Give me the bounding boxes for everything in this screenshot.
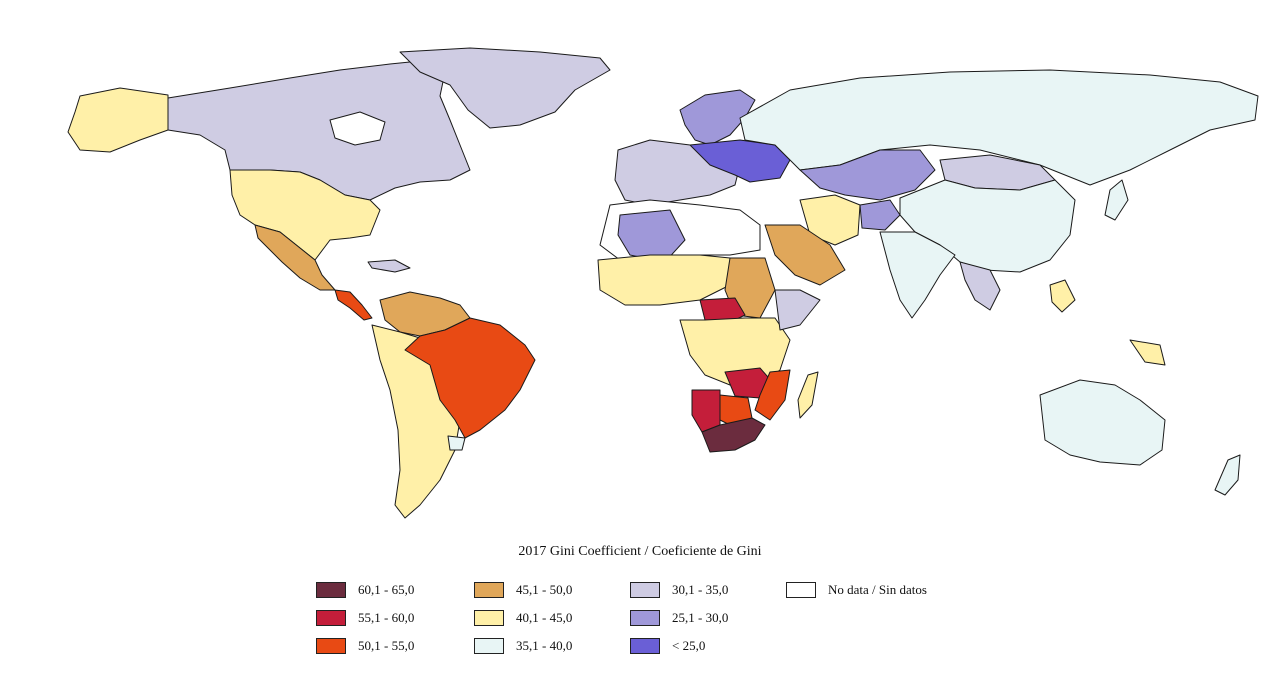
legend-item: < 25,0 [630,632,728,660]
legend-swatch [630,582,660,598]
map-region-papua-new-guinea [1129,339,1166,366]
legend-swatch [630,638,660,654]
map-region-greenland [399,47,611,129]
legend-title: 2017 Gini Coefficient / Coeficiente de G… [518,544,762,559]
legend-item: 55,1 - 60,0 [316,604,414,632]
legend-item: 25,1 - 30,0 [630,604,728,632]
map-region-united-states [229,169,381,261]
map-region-eastern-europe [689,139,791,183]
legend-item: No data / Sin datos [786,576,927,604]
legend-label: 50,1 - 55,0 [358,638,415,653]
legend-label: 35,1 - 40,0 [516,638,573,653]
map-region-kazakhstan [799,149,936,201]
legend-column-3: 30,1 - 35,0 25,1 - 30,0 < 25,0 [630,576,728,660]
legend-item: 30,1 - 35,0 [630,576,728,604]
legend-label: No data / Sin datos [828,582,927,597]
legend-column-4: No data / Sin datos [786,576,927,604]
map-region-east-africa [774,289,821,331]
map-region-philippines [1049,279,1076,313]
legend-swatch [316,610,346,626]
map-region-afghanistan [859,199,901,231]
legend-swatch [316,638,346,654]
legend-swatch [786,582,816,598]
legend-label: 25,1 - 30,0 [672,610,729,625]
legend-label: 60,1 - 65,0 [358,582,415,597]
map-region-mozambique [754,369,791,421]
map-region-canada [167,59,471,201]
map-region-brazil [404,317,536,439]
world-map [67,47,1259,519]
legend-item: 50,1 - 55,0 [316,632,414,660]
map-region-madagascar [797,371,819,419]
map-region-south-africa [701,417,766,453]
map-region-japan [1104,179,1129,221]
legend-swatch [474,638,504,654]
map-region-australia [1039,379,1166,466]
legend-label: 45,1 - 50,0 [516,582,573,597]
legend-column-1: 60,1 - 65,0 55,1 - 60,0 50,1 - 55,0 [316,576,414,660]
map-region-scandinavia [679,89,756,146]
map-region-saudi-arabia [764,224,846,286]
map-region-central-africa [679,317,791,386]
legend-column-2: 45,1 - 50,0 40,1 - 45,0 35,1 - 40,0 [474,576,572,660]
map-region-alaska [67,87,169,153]
map-region-cuba [367,259,411,273]
legend-item: 45,1 - 50,0 [474,576,572,604]
legend-label: 30,1 - 35,0 [672,582,729,597]
legend-swatch [474,610,504,626]
legend-item: 60,1 - 65,0 [316,576,414,604]
legend-swatch [474,582,504,598]
map-region-new-zealand [1214,454,1241,496]
map-region-sahel [597,254,731,306]
map-region-central-america [334,289,373,321]
map-region-namibia [691,389,721,433]
legend-label: 40,1 - 45,0 [516,610,573,625]
map-region-mexico [254,224,336,291]
legend-label: < 25,0 [672,638,706,653]
legend-swatch [316,582,346,598]
legend-item: 40,1 - 45,0 [474,604,572,632]
map-region-india [879,231,956,319]
map-region-southeast-asia [959,261,1001,311]
legend-swatch [630,610,660,626]
map-region-canada-hudson [329,111,386,146]
legend-label: 55,1 - 60,0 [358,610,415,625]
map-region-uruguay [447,435,466,451]
legend-item: 35,1 - 40,0 [474,632,572,660]
